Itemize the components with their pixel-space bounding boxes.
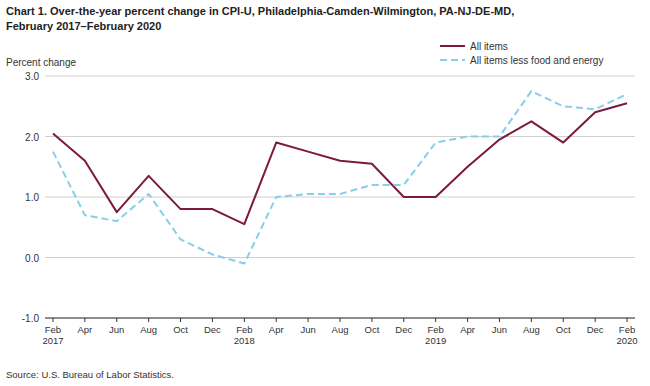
x-tick-label-line: Aug [332,324,349,335]
x-tick-label-line: 2019 [425,335,446,346]
grid [45,76,635,318]
x-tick [308,318,309,322]
x-tick [467,318,468,322]
legend-label: All items [470,41,508,52]
x-tick [403,318,404,322]
x-tick-label-line: Feb [236,324,252,335]
chart-container: Chart 1. Over-the-year percent change in… [0,0,650,386]
x-tick [52,318,53,322]
x-tick-label: Dec [395,324,412,335]
grid-line [45,197,635,198]
x-tick [116,318,117,322]
x-tick-label: Feb2019 [425,324,446,346]
x-tick-label-line: 2018 [234,335,255,346]
x-tick-label: Dec [587,324,604,335]
x-tick-label: Feb2018 [234,324,255,346]
x-tick-label: Oct [365,324,380,335]
x-tick [531,318,532,322]
x-tick-label-line: Dec [204,324,221,335]
series-line [53,91,627,263]
x-tick-label: Aug [332,324,349,335]
grid-line [45,136,635,137]
grid-line [45,257,635,258]
x-tick [371,318,372,322]
x-tick [148,318,149,322]
x-tick-label-line: 2020 [616,335,637,346]
x-tick [627,318,628,322]
x-tick [84,318,85,322]
x-tick-label-line: Jun [492,324,507,335]
x-tick-label-line: Dec [395,324,412,335]
x-tick-label: Jun [492,324,507,335]
y-tick-label: 3.0 [25,71,39,82]
lines [53,91,627,263]
grid-line [45,76,635,77]
x-tick-label-line: 2017 [42,335,63,346]
x-tick-label-line: Aug [523,324,540,335]
x-tick-label: Apr [77,324,92,335]
x-tick [244,318,245,322]
x-tick [595,318,596,322]
y-tick-label: 1.0 [25,192,39,203]
x-tick-label: Jun [109,324,124,335]
y-axis-label: Percent change [6,57,76,68]
chart: Chart 1. Over-the-year percent change in… [0,0,650,386]
x-tick-label-line: Feb [619,324,635,335]
x-tick [563,318,564,322]
x-tick-label-line: Apr [77,324,92,335]
legend-swatch [440,59,465,61]
y-tick-label: 2.0 [25,132,39,143]
x-tick-label: Apr [460,324,475,335]
x-tick-label: Oct [173,324,188,335]
x-tick-label: Apr [269,324,284,335]
x-tick-label-line: Jun [109,324,124,335]
x-tick-label-line: Jun [300,324,315,335]
x-tick-label: Feb2017 [42,324,63,346]
y-tick-label: 0.0 [25,253,39,264]
x-tick-label: Dec [204,324,221,335]
x-tick [435,318,436,322]
x-tick-label-line: Apr [269,324,284,335]
x-tick [276,318,277,322]
x-tick [212,318,213,322]
y-tick-label: -1.0 [22,313,40,324]
subtitle: February 2017–February 2020 [6,20,161,32]
x-tick-label: Oct [556,324,571,335]
x-tick-label-line: Feb [427,324,443,335]
x-tick-label: Feb2020 [616,324,637,346]
x-tick-label: Jun [300,324,315,335]
x-tick-label-line: Apr [460,324,475,335]
x-tick-label-line: Dec [587,324,604,335]
x-tick-label: Aug [140,324,157,335]
x-tick-label-line: Oct [173,324,188,335]
legend: All items All items less food and energy [440,41,603,66]
x-tick-label-line: Oct [556,324,571,335]
x-tick-label-line: Feb [45,324,61,335]
title: Chart 1. Over-the-year percent change in… [6,5,514,17]
x-tick-label-line: Oct [365,324,380,335]
series-line [53,103,627,224]
x-tick [499,318,500,322]
x-tick-label: Aug [523,324,540,335]
x-tick [180,318,181,322]
legend-label: All items less food and energy [470,55,603,66]
x-tick-label-line: Aug [140,324,157,335]
legend-swatch [440,45,465,47]
source-note: Source: U.S. Bureau of Labor Statistics. [6,369,174,380]
x-tick [340,318,341,322]
